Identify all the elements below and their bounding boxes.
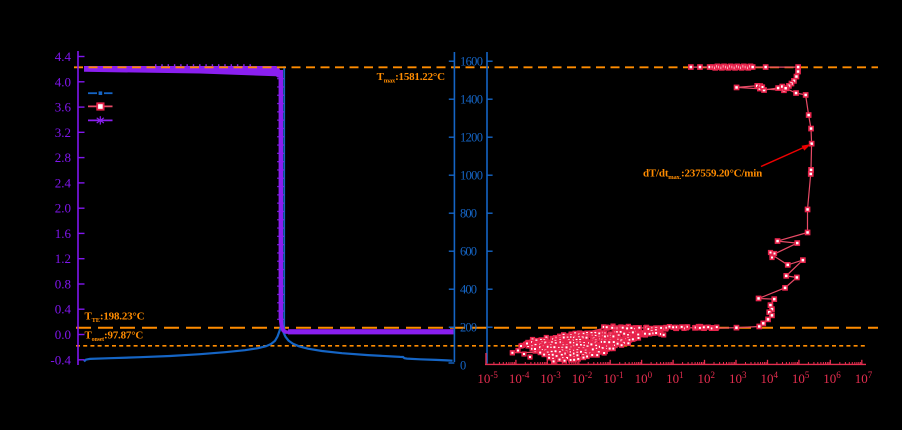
svg-text:4.0: 4.0 [55, 74, 71, 89]
svg-text:0.0: 0.0 [55, 327, 71, 342]
svg-text:2.4: 2.4 [55, 175, 72, 190]
svg-text:0.8: 0.8 [55, 277, 71, 292]
svg-text:100: 100 [635, 370, 653, 386]
svg-text:10-3: 10-3 [540, 370, 561, 386]
svg-text:TTE:198.23°C: TTE:198.23°C [85, 311, 145, 325]
svg-text:10-4: 10-4 [509, 370, 530, 386]
svg-text:1000: 1000 [460, 168, 483, 182]
svg-text:1600: 1600 [460, 54, 483, 68]
svg-text:10-5: 10-5 [477, 370, 498, 386]
svg-text:Tmax:1581.22°C: Tmax:1581.22°C [377, 71, 445, 85]
svg-text:0.4: 0.4 [55, 302, 72, 317]
svg-text:102: 102 [698, 370, 716, 386]
svg-text:Tonset:97.87°C: Tonset:97.87°C [85, 329, 144, 343]
svg-text:2.0: 2.0 [55, 201, 71, 216]
svg-text:400: 400 [460, 282, 477, 296]
svg-text:105: 105 [792, 370, 810, 386]
svg-text:3.2: 3.2 [55, 125, 71, 140]
svg-text:800: 800 [460, 206, 477, 220]
svg-text:103: 103 [729, 370, 747, 386]
svg-text:0: 0 [460, 358, 466, 372]
svg-text:3.6: 3.6 [55, 100, 72, 115]
svg-text:200: 200 [460, 320, 477, 334]
svg-text:10-1: 10-1 [603, 370, 624, 386]
svg-text:10-2: 10-2 [572, 370, 593, 386]
svg-text:104: 104 [761, 370, 779, 386]
svg-text:106: 106 [823, 370, 841, 386]
svg-text:107: 107 [855, 370, 873, 386]
svg-text:101: 101 [666, 370, 684, 386]
svg-text:1200: 1200 [460, 130, 483, 144]
svg-text:1400: 1400 [460, 92, 483, 106]
svg-text:-0.4: -0.4 [50, 352, 71, 367]
svg-text:4.4: 4.4 [55, 49, 72, 64]
svg-text:dT/dtmax.:237559.20°C/min: dT/dtmax.:237559.20°C/min [643, 168, 762, 182]
svg-text:1.2: 1.2 [55, 251, 71, 266]
svg-text:1.6: 1.6 [55, 226, 72, 241]
svg-text:600: 600 [460, 244, 477, 258]
svg-text:2.8: 2.8 [55, 150, 71, 165]
